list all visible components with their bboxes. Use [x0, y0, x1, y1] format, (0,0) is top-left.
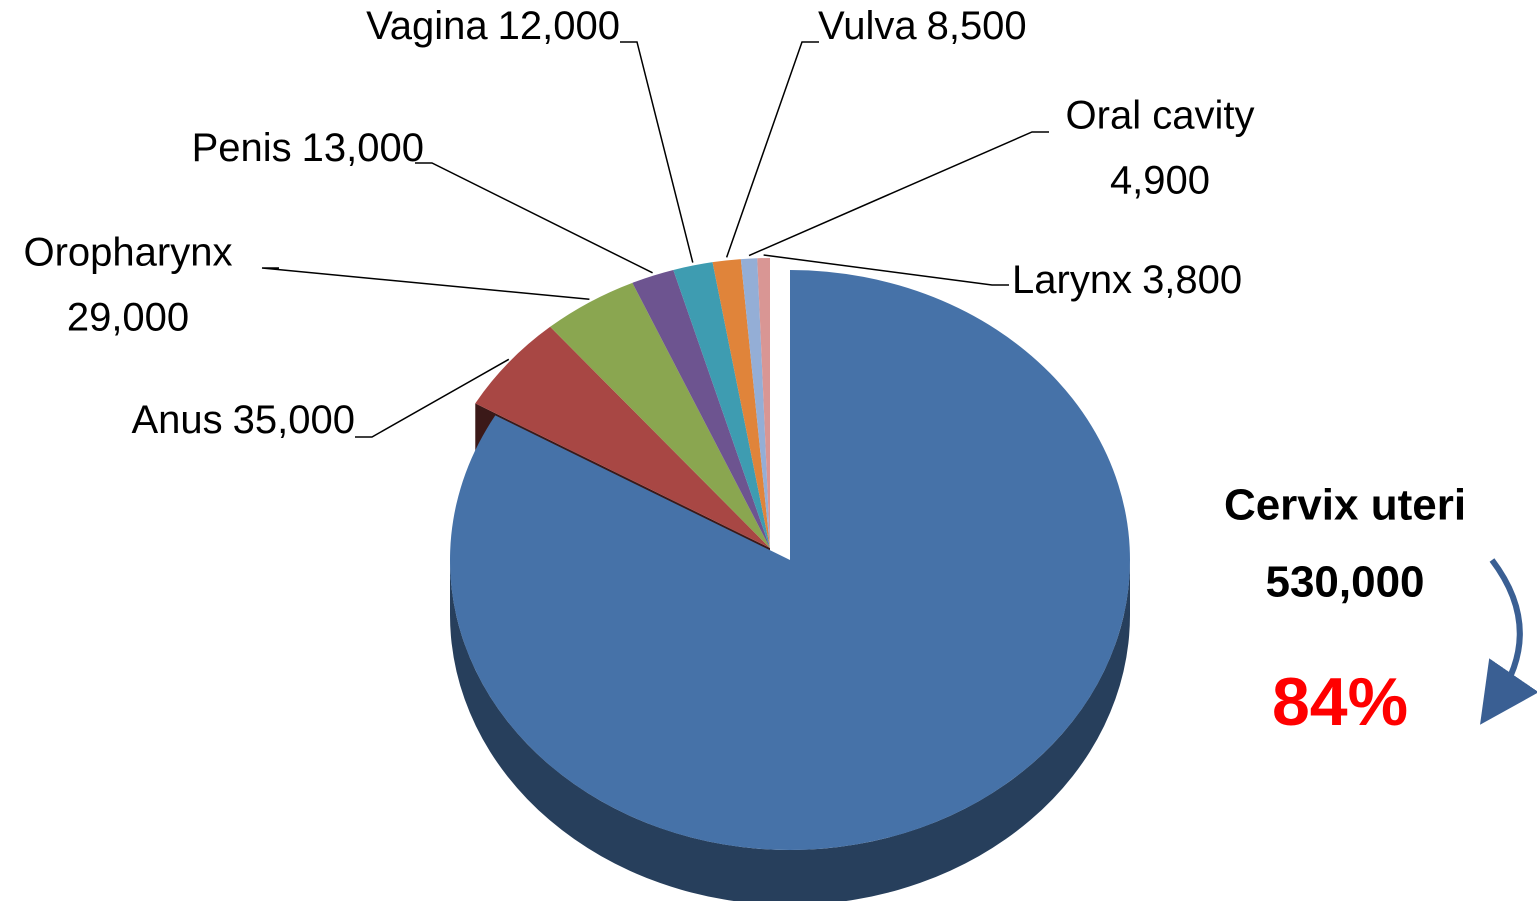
value-label: 29,000 — [67, 296, 189, 340]
value-label: 4,900 — [1110, 159, 1210, 203]
value-label: 3,800 — [1142, 258, 1242, 302]
slice-label: Vagina 12,000 — [366, 4, 620, 48]
leader-line — [261, 267, 590, 301]
leader-line — [620, 41, 694, 263]
leader-line — [763, 254, 1009, 286]
arrow — [1480, 558, 1537, 725]
category-name: Penis — [192, 126, 292, 170]
category-name: Vagina — [366, 4, 488, 48]
slice — [550, 282, 770, 548]
value-label: 12,000 — [498, 4, 620, 48]
leader-line — [725, 41, 819, 258]
slice — [632, 269, 770, 548]
slice-label: Larynx 3,800 — [1012, 258, 1242, 302]
slice-label: Cervix uteri — [1224, 481, 1466, 530]
slice — [740, 258, 770, 548]
slice — [757, 258, 770, 548]
value-label: 530,000 — [1265, 558, 1424, 607]
category-name: Larynx — [1012, 258, 1132, 302]
slice-side — [450, 560, 1130, 901]
slice-label: Penis 13,000 — [192, 126, 424, 170]
leader-line — [355, 358, 510, 438]
slice-label: Vulva 8,500 — [818, 4, 1027, 48]
slice — [673, 262, 770, 548]
category-name: Vulva — [818, 4, 917, 48]
slice-label: Anus 35,000 — [131, 398, 355, 442]
slice-label: Oropharynx — [24, 231, 233, 275]
value-label: 13,000 — [302, 126, 424, 170]
slice — [450, 270, 1131, 851]
slice — [712, 259, 770, 548]
leader-line — [748, 131, 1049, 257]
slice — [475, 326, 770, 548]
slice-label: Oral cavity — [1066, 94, 1255, 138]
leader-line — [415, 162, 653, 274]
category-name: Anus — [131, 398, 222, 442]
annotation: 84% — [1272, 664, 1408, 740]
value-label: 8,500 — [927, 4, 1027, 48]
value-label: 35,000 — [233, 398, 355, 442]
